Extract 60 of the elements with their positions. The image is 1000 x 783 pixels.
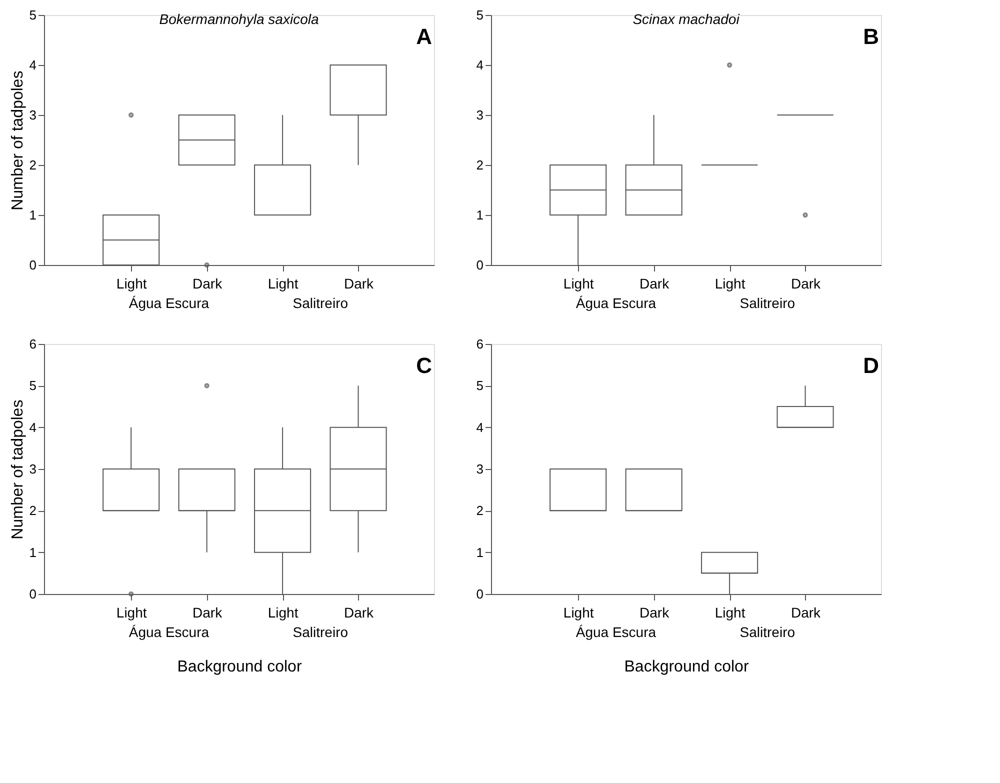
y-tick-label: 0 — [476, 586, 484, 602]
text: Água Escura — [128, 624, 210, 640]
y-tick-label: 4 — [29, 420, 36, 435]
text: Água Escura — [576, 624, 656, 640]
annotation: A — [416, 24, 432, 49]
x-axis-title: Background color — [624, 658, 750, 676]
y-tick-label: 2 — [476, 503, 484, 518]
y-tick-label: 1 — [29, 544, 36, 560]
x-tick-label: Dark — [790, 604, 822, 620]
annotation: B — [863, 24, 879, 49]
y-tick-label: 1 — [29, 208, 36, 222]
y-axis-title: Number of tadpoles — [9, 400, 26, 540]
x-tick-label: Dark — [640, 604, 670, 620]
y-tick-label: 0 — [29, 586, 36, 602]
y-tick-label: 6 — [476, 336, 484, 352]
y-tick-label: 4 — [476, 58, 484, 72]
x-tick-label: Dark — [344, 604, 375, 620]
x-tick-label: Dark — [192, 604, 224, 620]
y-tick-label: 2 — [29, 158, 36, 172]
y-tick-label: 0 — [476, 258, 484, 272]
y-tick-label: 6 — [29, 336, 36, 352]
annotation: D — [863, 353, 879, 378]
annotation: C — [416, 353, 432, 378]
y-tick-label: 2 — [29, 503, 36, 518]
y-tick-label: 3 — [476, 462, 484, 476]
chart-title: Bokermannohyla saxicola — [159, 11, 319, 27]
y-tick-label: 5 — [476, 378, 484, 394]
text: Água Escura — [576, 295, 656, 311]
x-tick-label: Dark — [790, 276, 822, 292]
y-tick-label: 5 — [29, 8, 36, 22]
y-tick-label: 4 — [476, 420, 484, 435]
text: Salitreiro — [292, 295, 348, 311]
x-tick-label: Light — [268, 604, 298, 620]
y-tick-label: 4 — [29, 58, 36, 72]
y-tick-label: 1 — [476, 208, 484, 222]
x-tick-label: Light — [268, 276, 298, 292]
x-axis-title: Background color — [177, 658, 302, 676]
y-tick-label: 3 — [29, 108, 36, 122]
x-tick-label: Light — [116, 276, 147, 292]
text: Salitreiro — [740, 624, 796, 640]
x-tick-label: Dark — [344, 276, 375, 292]
y-tick-label: 5 — [29, 378, 36, 394]
x-tick-label: Light — [714, 276, 746, 292]
y-tick-label: 1 — [476, 544, 484, 560]
x-tick-label: Light — [563, 276, 594, 292]
y-axis-title: Number of tadpoles — [9, 70, 26, 210]
y-tick-label: 5 — [476, 8, 484, 22]
y-tick-label: 3 — [29, 462, 36, 476]
x-tick-label: Dark — [192, 276, 224, 292]
x-tick-label: Light — [563, 604, 594, 620]
text: Água Escura — [128, 295, 210, 311]
x-tick-label: Light — [116, 604, 147, 620]
text: Salitreiro — [740, 295, 796, 311]
y-tick-label: 0 — [29, 258, 36, 272]
x-tick-label: Light — [714, 604, 746, 620]
chart-title: Scinax machadoi — [632, 11, 740, 27]
text: Salitreiro — [292, 624, 348, 640]
y-tick-label: 3 — [476, 108, 484, 122]
x-tick-label: Dark — [640, 276, 670, 292]
y-tick-label: 2 — [476, 158, 484, 172]
